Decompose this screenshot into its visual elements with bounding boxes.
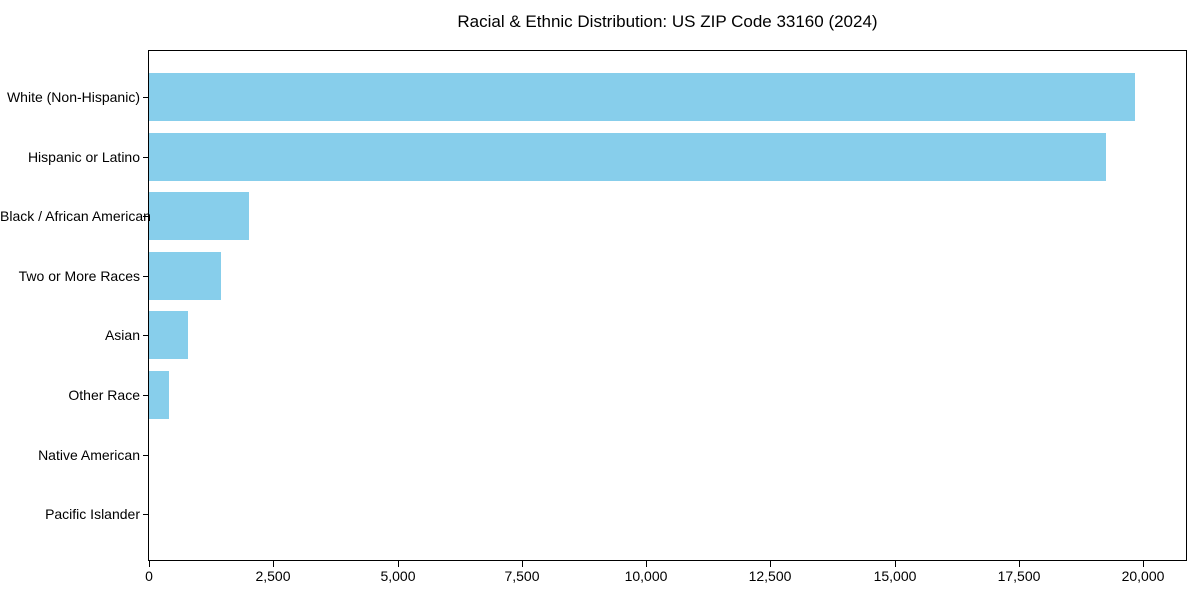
bar-other-race — [149, 371, 169, 419]
x-tick-mark — [770, 561, 771, 567]
y-tick-mark — [143, 395, 148, 396]
x-tick-label: 2,500 — [255, 568, 291, 584]
y-tick-label-black-african-american: Black / African American — [0, 208, 151, 225]
x-tick-mark — [895, 561, 896, 567]
x-tick-label: 5,000 — [380, 568, 416, 584]
bar-black-african-american — [149, 192, 249, 241]
y-tick-label-other-race: Other Race — [68, 387, 140, 403]
x-tick-mark — [522, 561, 523, 567]
x-tick-mark — [1019, 561, 1020, 567]
x-tick-mark — [398, 561, 399, 567]
x-tick-label: 17,500 — [997, 568, 1041, 584]
y-tick-mark — [143, 275, 148, 277]
x-tick-label: 10,000 — [624, 568, 668, 584]
x-tick-label: 0 — [145, 568, 153, 584]
y-tick-label-white-non-hispanic: White (Non-Hispanic) — [6, 89, 140, 105]
y-tick-mark — [143, 514, 148, 516]
bar-white-non-hispanic — [149, 73, 1135, 121]
y-tick-label-hispanic-or-latino: Hispanic or Latino — [27, 148, 140, 165]
x-tick-label: 20,000 — [1121, 568, 1165, 584]
x-tick-mark — [149, 561, 150, 567]
plot-area — [148, 50, 1187, 561]
y-tick-label-two-or-more-races: Two or More Races — [18, 267, 140, 284]
bar-asian — [149, 311, 188, 360]
bar-hispanic-or-latino — [149, 132, 1106, 181]
y-tick-mark — [143, 216, 148, 218]
y-tick-mark — [143, 335, 148, 337]
y-tick-mark — [143, 97, 148, 98]
x-tick-mark — [646, 561, 647, 567]
x-tick-mark — [1143, 561, 1144, 567]
bar-two-or-more-races — [149, 251, 221, 300]
x-tick-mark — [273, 561, 274, 567]
y-tick-label-pacific-islander: Pacific Islander — [45, 506, 140, 523]
y-tick-mark — [143, 454, 148, 456]
x-tick-label: 15,000 — [873, 568, 917, 584]
x-tick-label: 12,500 — [748, 568, 792, 584]
y-tick-label-native-american: Native American — [38, 446, 140, 463]
x-tick-label: 7,500 — [504, 568, 540, 584]
y-tick-label-asian: Asian — [104, 327, 140, 344]
chart-title: Racial & Ethnic Distribution: US ZIP Cod… — [457, 12, 878, 31]
y-tick-mark — [143, 156, 148, 158]
